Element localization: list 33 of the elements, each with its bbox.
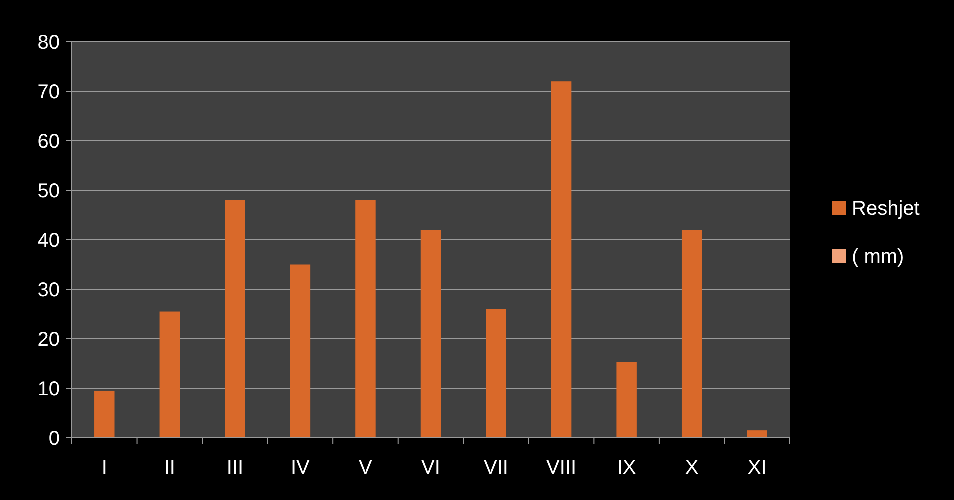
- bar: [551, 82, 572, 438]
- y-tick-label: 70: [38, 82, 60, 104]
- x-tick-label: II: [164, 457, 176, 479]
- legend-label: Reshjet: [852, 198, 920, 220]
- y-tick-label: 20: [38, 329, 60, 351]
- y-tick-label: 10: [38, 378, 60, 400]
- y-tick-label: 80: [38, 32, 60, 54]
- x-tick-label: VIII: [546, 457, 577, 479]
- x-tick-label: XI: [748, 457, 767, 479]
- bar: [747, 430, 768, 438]
- y-tick-label: 40: [38, 230, 60, 252]
- x-tick-label: IX: [617, 457, 636, 479]
- y-tick-label: 50: [38, 180, 60, 202]
- x-tick-label: VII: [484, 457, 508, 479]
- bar: [616, 362, 637, 438]
- y-tick-label: 60: [38, 131, 60, 153]
- x-tick-label: V: [359, 457, 374, 479]
- y-tick-label: 0: [48, 428, 60, 450]
- bar: [160, 312, 180, 438]
- x-tick-label: X: [685, 457, 699, 479]
- bar: [94, 390, 115, 438]
- bar: [486, 309, 506, 438]
- x-tick-label: IV: [291, 457, 311, 479]
- bar: [290, 264, 311, 438]
- x-tick-label: III: [226, 457, 244, 479]
- legend-label: ( mm): [852, 246, 904, 268]
- x-tick-label: VI: [422, 457, 440, 479]
- bar: [356, 200, 376, 438]
- bar: [225, 200, 246, 438]
- bar: [420, 230, 442, 438]
- y-tick-label: 30: [38, 280, 60, 302]
- bar: [682, 230, 702, 438]
- x-tick-label: I: [102, 457, 108, 479]
